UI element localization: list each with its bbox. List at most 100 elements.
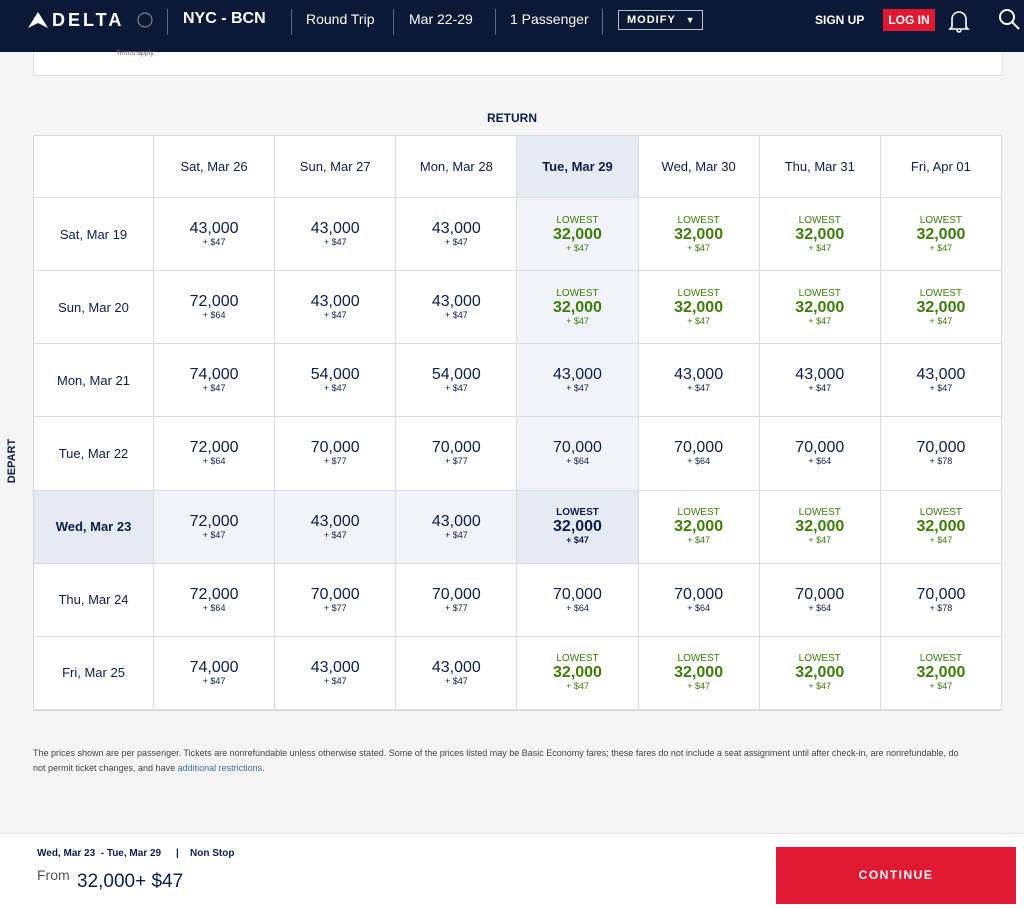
- fare-cell[interactable]: 70,000 + $77: [275, 417, 397, 491]
- fare-cell[interactable]: 54,000 + $47: [275, 344, 397, 418]
- fare-cell[interactable]: 43,000 + $47: [396, 636, 518, 710]
- miles: 32,000: [795, 664, 845, 682]
- fee: + $77: [323, 456, 347, 467]
- log-in[interactable]: LOG IN: [883, 9, 935, 31]
- fare-cell[interactable]: 43,000 + $47: [275, 636, 397, 710]
- fare-cell[interactable]: 43,000 + $47: [275, 271, 397, 345]
- summary-price: 32,000+ $47: [77, 871, 184, 892]
- fare-cell[interactable]: LOWEST 32,000 + $47: [517, 198, 639, 272]
- fare-cell[interactable]: 43,000 + $47: [396, 271, 518, 345]
- fare-cell[interactable]: 72,000 + $64: [154, 271, 276, 345]
- fare-cell[interactable]: 43,000 + $47: [638, 344, 760, 418]
- fare-cell[interactable]: 70,000 + $77: [396, 417, 518, 491]
- fare-cell[interactable]: 43,000 + $47: [759, 344, 881, 418]
- fare-cell[interactable]: 43,000 + $47: [517, 344, 639, 418]
- fare-cell[interactable]: 43,000 + $47: [275, 198, 397, 272]
- fee: + $47: [444, 237, 468, 248]
- miles: 32,000: [916, 518, 966, 536]
- lowest-tag: LOWEST: [677, 287, 720, 299]
- continue-button[interactable]: CONTINUE: [776, 847, 1016, 904]
- fare-cell[interactable]: 70,000 + $64: [638, 417, 760, 491]
- fare-cell[interactable]: LOWEST 32,000 + $47: [517, 490, 639, 564]
- lowest-tag: LOWEST: [798, 214, 841, 226]
- row-header: Mon, Mar 21: [34, 344, 154, 418]
- fee: + $64: [687, 456, 711, 467]
- fare-cell[interactable]: LOWEST 32,000 + $47: [638, 636, 760, 710]
- fee: + $77: [444, 602, 468, 613]
- fare-cell[interactable]: LOWEST 32,000 + $47: [517, 271, 639, 345]
- column-header: Thu, Mar 31: [759, 136, 881, 198]
- modify-label[interactable]: MODIFY: [627, 14, 676, 26]
- miles: 43,000: [310, 658, 360, 676]
- bell-icon[interactable]: [948, 9, 970, 33]
- fare-cell[interactable]: 74,000 + $47: [154, 344, 276, 418]
- fare-cell[interactable]: 43,000 + $47: [396, 198, 518, 272]
- fare-cell[interactable]: 70,000 + $77: [275, 563, 397, 637]
- fee: + $47: [687, 242, 711, 253]
- fare-cell[interactable]: 43,000 + $47: [275, 490, 397, 564]
- fare-cell[interactable]: 70,000 + $78: [880, 563, 1002, 637]
- fare-cell[interactable]: 70,000 + $64: [759, 563, 881, 637]
- miles: 54,000: [310, 366, 360, 384]
- fare-cell[interactable]: 72,000 + $47: [154, 490, 276, 564]
- fare-cell[interactable]: 43,000 + $47: [154, 198, 276, 272]
- depart-label: DEPART: [6, 438, 18, 484]
- fare-cell[interactable]: 74,000 + $47: [154, 636, 276, 710]
- lowest-tag: LOWEST: [798, 287, 841, 299]
- fee: + $47: [444, 675, 468, 686]
- fare-cell[interactable]: LOWEST 32,000 + $47: [759, 490, 881, 564]
- fare-cell[interactable]: LOWEST 32,000 + $47: [638, 490, 760, 564]
- fee: + $47: [202, 383, 226, 394]
- search-icon[interactable]: [998, 8, 1022, 32]
- fee: + $47: [444, 310, 468, 321]
- summary-dates: Wed, Mar 23 - Tue, Mar 29: [37, 848, 162, 859]
- miles: 70,000: [431, 439, 481, 457]
- fee: + $47: [323, 675, 347, 686]
- lowest-tag: LOWEST: [556, 287, 599, 299]
- miles: 32,000: [916, 298, 966, 316]
- fare-cell[interactable]: 72,000 + $64: [154, 417, 276, 491]
- column-header: Sun, Mar 27: [275, 136, 397, 198]
- fee: + $47: [444, 529, 468, 540]
- fare-cell[interactable]: LOWEST 32,000 + $47: [638, 271, 760, 345]
- miles: 43,000: [431, 658, 481, 676]
- divider: [495, 9, 496, 35]
- miles: 70,000: [674, 585, 724, 603]
- restrictions-link[interactable]: additional restrictions: [177, 763, 263, 773]
- corner-cell-blank[interactable]: [34, 136, 154, 198]
- fare-cell[interactable]: LOWEST 32,000 + $47: [759, 198, 881, 272]
- fee: + $47: [687, 535, 711, 546]
- fare-cell[interactable]: LOWEST 32,000 + $47: [880, 490, 1002, 564]
- fare-cell[interactable]: LOWEST 32,000 + $47: [759, 636, 881, 710]
- fare-cell[interactable]: 43,000 + $47: [880, 344, 1002, 418]
- fare-note: The prices shown are per passenger. Tick…: [33, 746, 963, 776]
- fare-cell[interactable]: 70,000 + $64: [517, 417, 639, 491]
- fare-cell[interactable]: LOWEST 32,000 + $47: [880, 636, 1002, 710]
- fee: + $47: [323, 383, 347, 394]
- miles: 43,000: [310, 220, 360, 238]
- fare-cell[interactable]: 43,000 + $47: [396, 490, 518, 564]
- fare-cell[interactable]: 70,000 + $64: [759, 417, 881, 491]
- fare-cell[interactable]: LOWEST 32,000 + $47: [638, 198, 760, 272]
- modify-button[interactable]: MODIFY ▼: [618, 10, 703, 30]
- miles: 43,000: [553, 366, 602, 384]
- fare-cell[interactable]: LOWEST 32,000 + $47: [759, 271, 881, 345]
- fare-cell[interactable]: 54,000 + $47: [396, 344, 518, 418]
- miles: 74,000: [189, 658, 239, 676]
- miles: 70,000: [916, 439, 966, 457]
- fee: + $47: [808, 535, 832, 546]
- fare-cell[interactable]: 70,000 + $64: [517, 563, 639, 637]
- fare-cell[interactable]: 72,000 + $64: [154, 563, 276, 637]
- fare-cell[interactable]: LOWEST 32,000 + $47: [517, 636, 639, 710]
- fare-cell[interactable]: 70,000 + $64: [638, 563, 760, 637]
- fee: + $64: [687, 602, 711, 613]
- fare-cell[interactable]: 70,000 + $77: [396, 563, 518, 637]
- fare-cell[interactable]: 70,000 + $78: [880, 417, 1002, 491]
- fare-cell[interactable]: LOWEST 32,000 + $47: [880, 271, 1002, 345]
- sign-up[interactable]: SIGN UP: [815, 13, 865, 27]
- brand: DELTA: [52, 10, 125, 30]
- return-label: RETURN: [487, 111, 537, 125]
- lowest-tag: LOWEST: [919, 653, 963, 665]
- fare-cell[interactable]: LOWEST 32,000 + $47: [880, 198, 1002, 272]
- fee: + $47: [808, 383, 832, 394]
